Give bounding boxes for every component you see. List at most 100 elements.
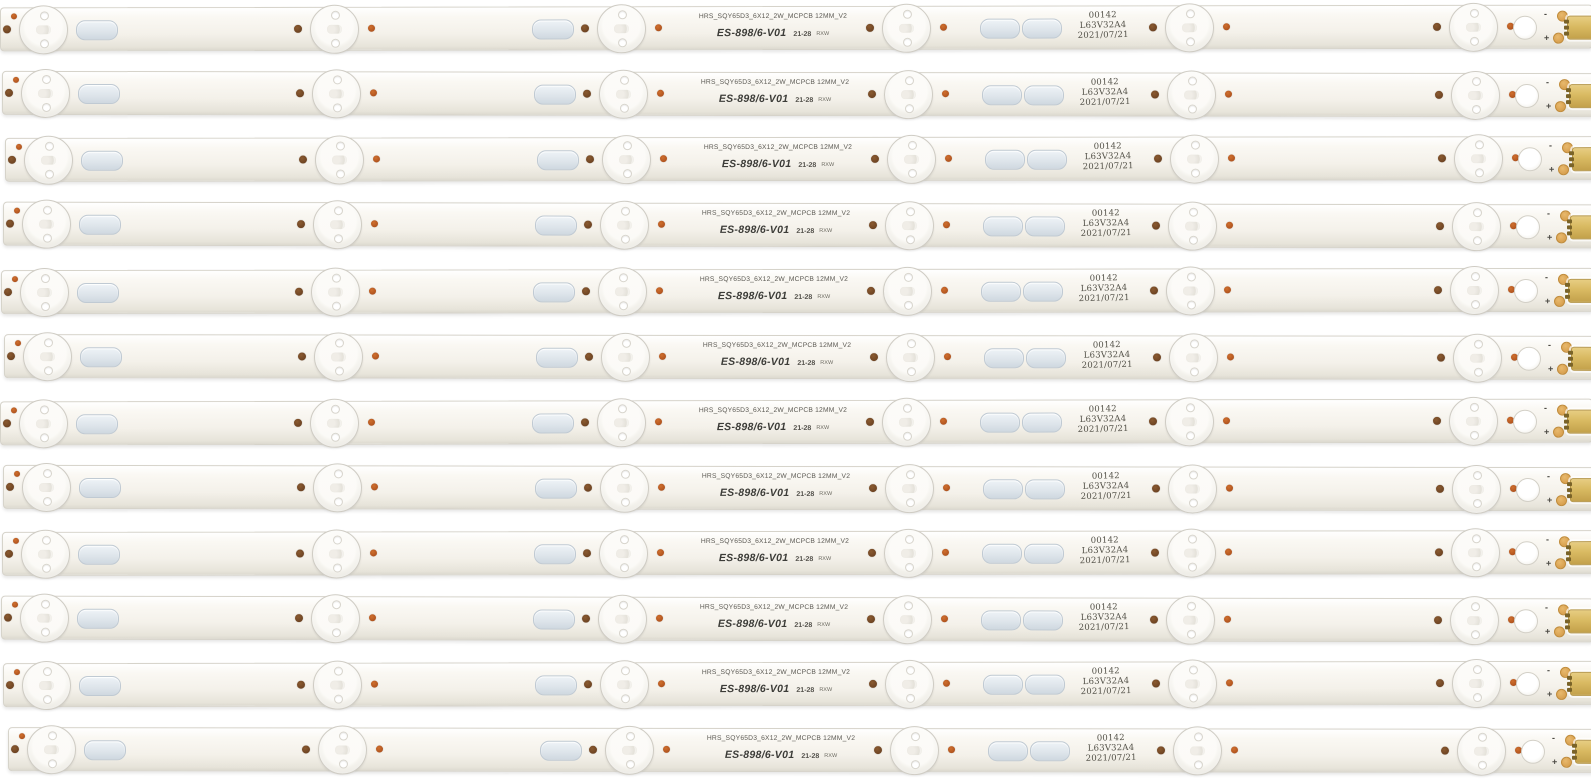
solder-dot [1153, 154, 1163, 163]
connector-pin [1563, 25, 1570, 30]
board-print-line1: HRS_SQY65D3_6X12_2W_MCPCB 12MM_V2 [701, 473, 851, 480]
led-lens [310, 594, 361, 644]
lens-hole [1187, 104, 1197, 114]
polarity-plus-mark: + [1546, 232, 1553, 243]
lens-hole [905, 562, 915, 572]
lens-hole [621, 206, 631, 216]
lens-hole [1474, 140, 1484, 150]
connector-pin [1563, 419, 1570, 424]
solder-dot [1222, 23, 1231, 31]
date-stamp: 00142 L63V32A4 2021/07/21 [1062, 273, 1147, 305]
led-die [899, 286, 916, 296]
solder-dot [584, 352, 594, 361]
lens-hole [622, 338, 632, 348]
led-die [1184, 679, 1201, 689]
led-lens [1448, 396, 1499, 446]
led-die [900, 548, 917, 558]
lens-hole [40, 39, 50, 49]
polarity-plus-mark: + [1547, 688, 1553, 699]
solder-dot [867, 90, 877, 99]
lens-hole [332, 103, 342, 113]
board-print-line1: HRS_SQY65D3_6X12_2W_MCPCB 12MM_V2 [700, 79, 850, 86]
connector-pin [1571, 749, 1578, 754]
lens-hole [331, 273, 341, 283]
capacitor-pad [531, 413, 575, 434]
lens-hole [617, 404, 627, 414]
solder-dot [581, 287, 591, 296]
led-lens [317, 725, 368, 775]
solder-dot [1151, 484, 1161, 493]
solder-dot [12, 601, 19, 608]
led-lens [1164, 3, 1215, 53]
lens-hole [907, 140, 917, 150]
connector-pin [1564, 282, 1570, 287]
capacitor-pad [75, 20, 119, 41]
board-print: HRS_SQY65D3_6X12_2W_MCPCB 12MM_V2 ES-898/… [697, 735, 865, 763]
capacitor-pad [78, 675, 122, 697]
solder-dot [944, 154, 953, 162]
solder-dot [296, 220, 306, 229]
polarity-minus-mark: - [1545, 602, 1549, 613]
solder-dot [943, 353, 952, 361]
led-lens [20, 529, 71, 579]
connector-pin [1565, 94, 1572, 99]
polarity-minus-mark: - [1546, 77, 1550, 88]
lens-hole [43, 366, 53, 376]
lens-hole [41, 535, 51, 545]
led-die [38, 219, 55, 229]
lens-hole [333, 234, 343, 244]
solder-dot [1225, 484, 1234, 492]
date-stamp: 00142 L63V32A4 2021/07/21 [1062, 602, 1147, 634]
solder-dot [1149, 615, 1159, 624]
lens-hole [620, 75, 630, 85]
solder-dot [866, 615, 876, 624]
capacitor-pad [1021, 18, 1063, 39]
lens-hole [618, 273, 628, 283]
capacitor-pad [78, 214, 122, 235]
solder-dot [1148, 23, 1158, 32]
solder-dot [19, 733, 26, 740]
led-lens [311, 69, 362, 119]
model-number: ES-898/6-V01 [719, 223, 790, 236]
lens-hole [1189, 367, 1199, 377]
connector-pin [1566, 494, 1572, 499]
solder-dot [1224, 548, 1233, 556]
lens-hole [1469, 8, 1479, 18]
led-lens [599, 200, 650, 250]
led-die [615, 549, 632, 559]
led-lens [604, 725, 655, 775]
led-lens [886, 134, 937, 184]
board-print-line2: ES-898/6-V01 21-28 RXW [692, 679, 860, 697]
solder-dot [947, 746, 956, 754]
lens-hole [40, 627, 50, 637]
solder-dot [371, 352, 380, 360]
led-lens [885, 333, 936, 383]
capacitor-pad [982, 674, 1024, 695]
led-lens [599, 660, 650, 710]
connector-pin [1566, 488, 1573, 493]
solder-dot [656, 89, 665, 97]
board-print-line2: ES-898/6-V01 21-28 RXW [691, 548, 859, 566]
board-print-line2: ES-898/6-V01 21-28 RXW [689, 23, 857, 41]
solder-dot [1223, 615, 1232, 623]
capacitor-pad [1026, 149, 1068, 170]
solder-dot [868, 221, 878, 230]
led-die [1184, 484, 1201, 494]
board-print-line1: HRS_SQY65D3_6X12_2W_MCPCB 12MM_V2 [701, 669, 851, 676]
lens-hole [1187, 300, 1197, 310]
led-die [1185, 353, 1202, 363]
lens-hole [911, 732, 921, 742]
led-die [621, 745, 638, 755]
stamp-date: 2021/07/21 [1077, 29, 1129, 42]
lens-hole [1189, 693, 1199, 703]
capacitor-pad [983, 348, 1025, 369]
lens-hole [333, 666, 343, 676]
connector-pin [1572, 743, 1578, 748]
led-lens [1451, 464, 1502, 514]
connector-pin [1565, 100, 1571, 105]
lens-hole [333, 497, 343, 507]
led-die [37, 549, 54, 559]
print-rev-code: RXW [818, 97, 832, 104]
led-die [327, 287, 344, 297]
led-die [328, 89, 345, 99]
